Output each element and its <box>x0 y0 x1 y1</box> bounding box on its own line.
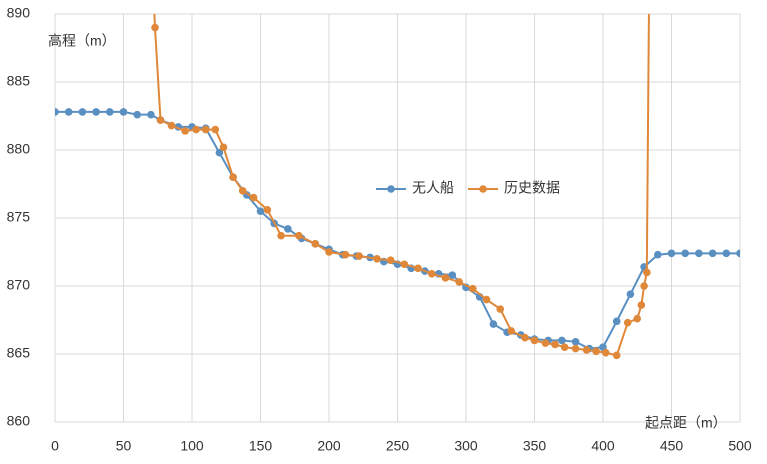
legend-marker <box>387 185 395 193</box>
data-point <box>469 284 477 293</box>
data-point <box>256 207 265 215</box>
data-point <box>560 343 569 352</box>
data-point <box>736 249 740 258</box>
data-point <box>582 346 591 354</box>
x-tick-label: 500 <box>728 438 752 454</box>
x-tick-label: 300 <box>454 438 478 454</box>
data-point <box>667 249 676 258</box>
data-point <box>263 206 272 214</box>
y-tick-label: 870 <box>7 277 31 293</box>
data-point <box>201 125 210 134</box>
data-point <box>181 127 189 135</box>
data-point <box>626 290 635 298</box>
data-point <box>219 143 228 152</box>
y-tick-label: 880 <box>7 141 31 157</box>
data-point <box>637 301 646 309</box>
data-point <box>623 318 632 327</box>
data-point <box>92 108 100 116</box>
data-point <box>249 193 258 202</box>
x-tick-label: 200 <box>317 438 341 454</box>
data-point <box>601 348 610 357</box>
data-point <box>530 336 539 345</box>
data-point <box>284 225 292 233</box>
y-tick-label: 865 <box>7 345 31 361</box>
data-point <box>167 121 176 130</box>
data-point <box>355 252 363 260</box>
x-tick-label: 250 <box>386 438 410 454</box>
data-point <box>215 148 224 157</box>
x-tick-label: 100 <box>180 438 204 454</box>
data-point <box>78 108 87 116</box>
data-point <box>427 269 436 278</box>
data-point <box>400 260 409 269</box>
data-point <box>571 337 580 346</box>
data-point <box>551 340 559 349</box>
data-point <box>341 250 350 259</box>
data-point <box>708 249 717 258</box>
data-point <box>482 295 491 304</box>
data-point <box>496 305 505 313</box>
data-point <box>681 249 689 258</box>
data-point <box>448 271 457 279</box>
x-tick-label: 150 <box>249 438 273 454</box>
data-point <box>558 336 566 345</box>
data-point <box>147 110 155 119</box>
x-tick-label: 450 <box>660 438 684 454</box>
data-point <box>643 268 651 277</box>
data-point <box>633 314 642 323</box>
x-tick-label: 400 <box>591 438 615 454</box>
data-point <box>654 250 662 259</box>
y-tick-label: 875 <box>7 209 31 225</box>
legend-marker <box>479 185 487 193</box>
y-tick-label: 890 <box>7 5 31 21</box>
x-tick-label: 0 <box>51 438 59 454</box>
data-point <box>156 116 165 124</box>
data-point <box>119 108 128 116</box>
data-point <box>414 264 422 273</box>
y-tick-label: 860 <box>7 413 31 429</box>
data-point <box>211 125 220 134</box>
data-point <box>612 351 621 360</box>
data-point <box>592 347 600 356</box>
data-point <box>192 125 200 134</box>
data-point <box>64 108 73 116</box>
data-point <box>325 248 333 256</box>
data-point <box>695 249 703 258</box>
data-point <box>277 231 285 240</box>
data-point <box>722 249 731 258</box>
data-point <box>229 173 237 181</box>
x-tick-label: 350 <box>523 438 547 454</box>
data-point <box>311 240 320 248</box>
x-axis-label: 起点距（m） <box>645 415 727 431</box>
data-point <box>295 231 303 240</box>
data-point <box>151 23 159 32</box>
data-point <box>106 108 114 116</box>
data-point <box>386 256 395 264</box>
data-point <box>571 344 580 353</box>
series-line <box>153 14 650 357</box>
x-tick-label: 50 <box>116 438 132 454</box>
data-point <box>507 327 516 335</box>
y-tick-label: 885 <box>7 73 31 89</box>
legend-label: 历史数据 <box>504 180 560 196</box>
legend-label: 无人船 <box>412 180 454 196</box>
data-point <box>489 320 498 328</box>
data-point <box>541 339 550 347</box>
data-point <box>373 254 381 263</box>
data-point <box>521 333 529 342</box>
data-point <box>441 274 450 282</box>
data-point <box>455 278 463 286</box>
data-point <box>133 110 141 119</box>
data-point <box>238 187 247 195</box>
y-axis-label: 高程（m） <box>48 33 116 49</box>
data-point <box>640 282 648 290</box>
data-point <box>55 108 59 116</box>
data-point <box>612 317 621 326</box>
